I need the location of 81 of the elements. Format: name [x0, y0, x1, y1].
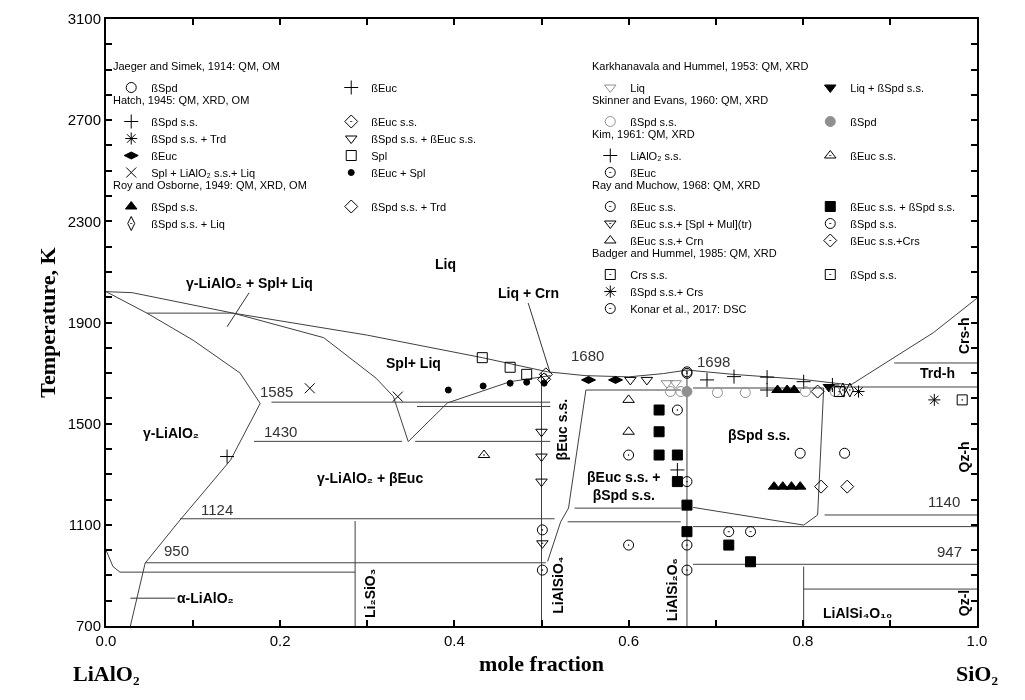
annotation: Hatch, 1945: QM, XRD, OM [113, 94, 250, 106]
annotation: Liq [435, 256, 456, 272]
annotation: Liq + Crn [498, 285, 560, 301]
text: LiAlO₂ [73, 661, 140, 686]
legend-label: ßSpd s.s. [151, 200, 198, 213]
annotation: Li₂SiO₃ [361, 568, 378, 619]
legend-label: ßSpd s.s.+ Crs [630, 285, 704, 298]
annotation: Roy and Osborne, 1949: QM, XRD, OM [113, 179, 307, 191]
legend-label: ßEuc s.s. [850, 149, 897, 162]
legend-label: Liq + ßSpd s.s. [850, 81, 924, 94]
annotation: Badger and Hummel, 1985: QM, XRD [592, 247, 777, 259]
legend-label: ßEuc s.s.+ Crn [630, 234, 704, 247]
legend-label: Spl [371, 149, 388, 162]
annotation: Ray and Muchow, 1968: QM, XRD [592, 179, 761, 191]
annotation: Spl+ Liq [386, 355, 441, 371]
x-tick-label: 0.4 [443, 632, 465, 649]
x-tick-label: 0.6 [618, 632, 640, 649]
y-tick-label: 1900 [67, 313, 101, 331]
legend-label: ßSpd [151, 81, 178, 94]
x-tick-label: 0.8 [792, 632, 814, 649]
annotation: βSpd s.s. [728, 427, 791, 443]
annotation: LiAlSiO₄ [549, 556, 566, 614]
annotation: Crs-h [955, 317, 972, 355]
legend-label: ßSpd s.s. + ßEuc s.s. [371, 132, 477, 145]
legend-label: LiAlO₂ s.s. [630, 149, 682, 162]
legend-label: ßSpd s.s. + Liq [151, 217, 225, 230]
legend-label: ßEuc [630, 166, 657, 179]
annotation: 1585 [260, 383, 294, 400]
legend-label: ßEuc [151, 149, 178, 162]
annotation: 1698 [697, 353, 731, 370]
legend-label: ßSpd [850, 115, 877, 128]
legend-label: ßSpd s.s. [850, 217, 897, 230]
annotation: Kim, 1961: QM, XRD [592, 128, 695, 140]
annotation: Karkhanavala and Hummel, 1953: QM, XRD [592, 60, 809, 72]
legend-label: ßSpd s.s. + Trd [151, 132, 227, 145]
y-tick-label: 1500 [67, 414, 101, 432]
legend-label: Liq [630, 81, 645, 94]
annotation: 1430 [264, 423, 298, 440]
annotation: 1680 [571, 347, 605, 364]
annotation: 950 [164, 542, 190, 559]
x-tick-label: 0.0 [95, 632, 117, 649]
annotation: LiAlSi₄O₁₀ [823, 605, 893, 621]
annotation: α-LiAlO₂ [177, 590, 234, 606]
legend-label: Konar et al., 2017: DSC [630, 302, 747, 315]
legend-label: ßEuc [371, 81, 398, 94]
legend-label: ßSpd s.s. + Trd [371, 200, 447, 213]
annotation: 1124 [201, 501, 234, 518]
legend-label: ßSpd s.s. [630, 115, 677, 128]
text: SiO₂ [956, 661, 999, 686]
legend-label: ßEuc + Spl [371, 166, 426, 179]
y-tick-label: 2300 [67, 212, 101, 230]
annotation: Trd-h [920, 365, 955, 381]
annotation: 1140 [928, 493, 961, 510]
annotation: γ-LiAlO₂ [143, 425, 199, 441]
annotation: Qz-l [955, 589, 972, 617]
y-tick-label: 700 [75, 617, 101, 635]
annotation: γ-LiAlO₂ + βEuc [317, 470, 424, 486]
annotation: γ-LiAlO₂ + Spl+ Liq [186, 275, 313, 291]
legend-label: ßEuc s.s. [630, 200, 677, 213]
legend-label: ßEuc s.s. + ßSpd s.s. [850, 200, 956, 213]
legend-label: ßSpd s.s. [151, 115, 198, 128]
y-axis-title: Temperature, K [34, 247, 60, 398]
legend-label: Crs s.s. [630, 268, 668, 281]
annotation: βEuc s.s. + βSpd s.s. [587, 469, 661, 504]
y-tick-label: 2700 [67, 111, 101, 129]
legend-label: ßEuc s.s.+ [Spl + Mul](tr) [630, 217, 752, 230]
annotation: LiAlSi₂O₆ [664, 558, 681, 622]
legend-label: Spl + LiAlO₂ s.s.+ Liq [151, 166, 256, 179]
y-tick-label: 1100 [68, 516, 101, 534]
x-tick-label: 0.2 [269, 632, 291, 649]
annotation: 947 [937, 543, 963, 560]
legend-label: ßEuc s.s.+Crs [850, 234, 921, 247]
annotation: βEuc s.s. [554, 398, 571, 461]
x-tick-label: 1.0 [966, 632, 988, 649]
legend-label: ßSpd s.s. [850, 268, 897, 281]
y-tick-label: 3100 [67, 10, 101, 28]
legend-label: ßEuc s.s. [371, 115, 418, 128]
annotation: Jaeger and Simek, 1914: QM, OM [113, 60, 280, 72]
annotation: Qz-h [956, 441, 973, 473]
x-axis-title: mole fraction [478, 651, 605, 677]
annotation: Skinner and Evans, 1960: QM, XRD [592, 94, 769, 106]
